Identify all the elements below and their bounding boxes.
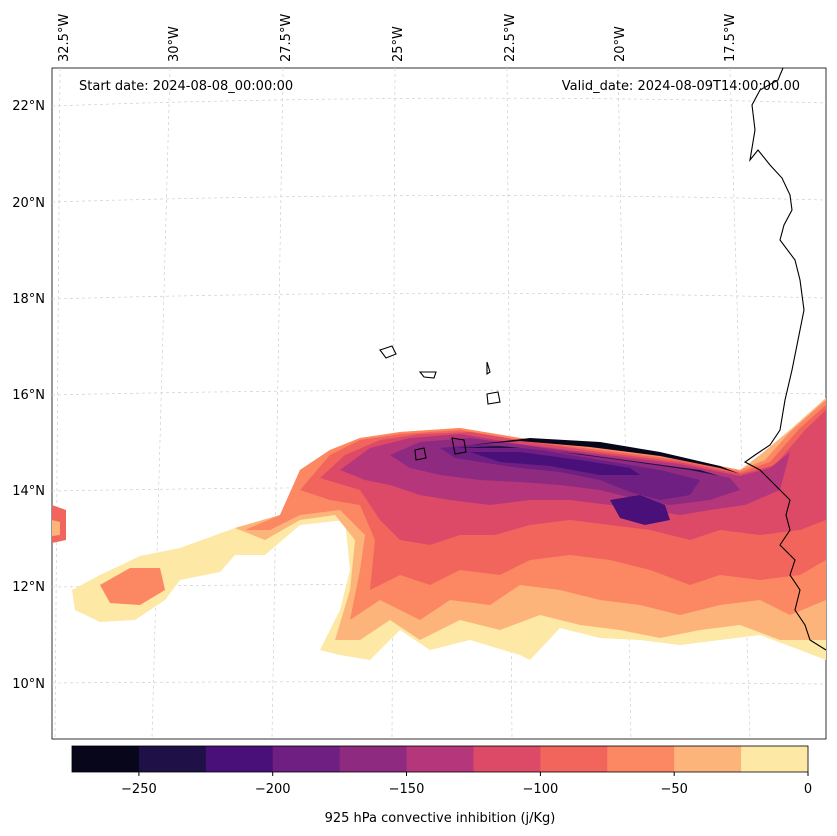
island-4 (486, 361, 491, 376)
colorbar-tick-label: 0 (804, 782, 812, 797)
island-6 (451, 437, 467, 455)
contour-level-250 (470, 438, 740, 474)
colorbar-swatch (205, 746, 274, 772)
lon-label: 32.5°W (57, 14, 72, 62)
colorbar-swatch (406, 746, 474, 772)
valid-date-label: Valid_date: 2024-08-09T14:00:00.00 (562, 79, 800, 94)
latitude-labels: 22°N 20°N 18°N 16°N 14°N 12°N 10°N (12, 99, 45, 692)
island-1 (379, 345, 397, 359)
island-3 (486, 391, 501, 405)
island-2 (418, 371, 437, 379)
colorbar-frame (71, 745, 809, 773)
lat-label: 18°N (12, 292, 45, 307)
island-5 (414, 447, 427, 461)
colorbar-tick-label: −50 (660, 782, 687, 797)
cin-contour-field (52, 398, 826, 660)
colorbar-swatch (339, 746, 408, 772)
colorbar-swatch (540, 746, 608, 772)
colorbar-swatch (473, 746, 541, 772)
lon-label: 30°W (167, 26, 182, 62)
contour-level-200 (470, 452, 670, 525)
colorbar-tick-label: −150 (389, 782, 425, 797)
lon-label: 17.5°W (723, 14, 738, 62)
colorbar-swatch (607, 746, 675, 772)
colorbar: −250 −200 −150 −100 −50 0 925 hPa convec… (71, 745, 812, 826)
start-date-label: Start date: 2024-08-08_00:00:00 (79, 79, 293, 94)
lon-label: 25°W (391, 26, 406, 62)
lat-label: 16°N (12, 388, 45, 403)
lon-label: 27.5°W (279, 14, 294, 62)
lon-label: 22.5°W (503, 14, 518, 62)
colorbar-swatch (138, 746, 207, 772)
lon-label: 20°W (613, 26, 628, 62)
africa-coastline (743, 67, 827, 651)
lat-label: 20°N (12, 196, 45, 211)
colorbar-ticks: −250 −200 −150 −100 −50 0 (121, 772, 812, 797)
lat-label: 12°N (12, 580, 45, 595)
colorbar-swatch (741, 746, 809, 772)
lat-label: 10°N (12, 677, 45, 692)
longitude-labels: 32.5°W 30°W 27.5°W 25°W 22.5°W 20°W 17.5… (57, 14, 738, 62)
lat-label: 22°N (12, 99, 45, 114)
colorbar-swatch (674, 746, 742, 772)
colorbar-swatches (72, 746, 809, 772)
colorbar-tick-label: −200 (255, 782, 291, 797)
colorbar-title: 925 hPa convective inhibition (j/Kg) (325, 811, 556, 826)
colorbar-tick-label: −250 (121, 782, 157, 797)
colorbar-swatch (72, 746, 140, 772)
colorbar-tick-label: −100 (523, 782, 559, 797)
colorbar-swatch (272, 746, 341, 772)
coastlines (379, 67, 827, 651)
contour-west-edge-light (52, 520, 60, 536)
lat-label: 14°N (12, 484, 45, 499)
